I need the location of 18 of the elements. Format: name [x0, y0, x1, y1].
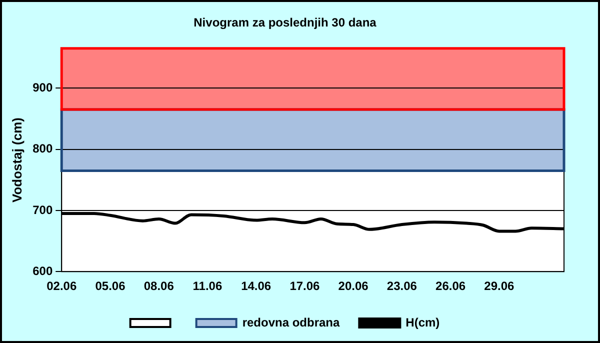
legend-label: redovna odbrana: [242, 315, 340, 330]
x-tick-label: 29.06: [484, 279, 515, 294]
y-tick-label: 900: [32, 80, 53, 94]
x-tick-label: 11.06: [192, 279, 222, 294]
legend-label: H(cm): [406, 315, 440, 330]
y-tick-label: 800: [32, 142, 53, 156]
x-tick-label: 26.06: [436, 279, 466, 294]
y-tick-label: 600: [32, 264, 53, 278]
x-tick-label: 02.06: [46, 279, 77, 294]
x-tick-label: 08.06: [144, 279, 174, 294]
chart-title: Nivogram za poslednjih 30 dana: [194, 16, 377, 30]
x-tick-label: 23.06: [386, 279, 418, 294]
y-axis-title: Vodostaj (cm): [9, 118, 24, 202]
x-tick-label: 05.06: [95, 279, 126, 294]
x-tick-label: 17.06: [290, 279, 320, 294]
y-tick-label: 700: [32, 202, 53, 217]
x-tick-label: 20.06: [338, 279, 369, 294]
x-tick-label: 14.06: [241, 279, 272, 294]
